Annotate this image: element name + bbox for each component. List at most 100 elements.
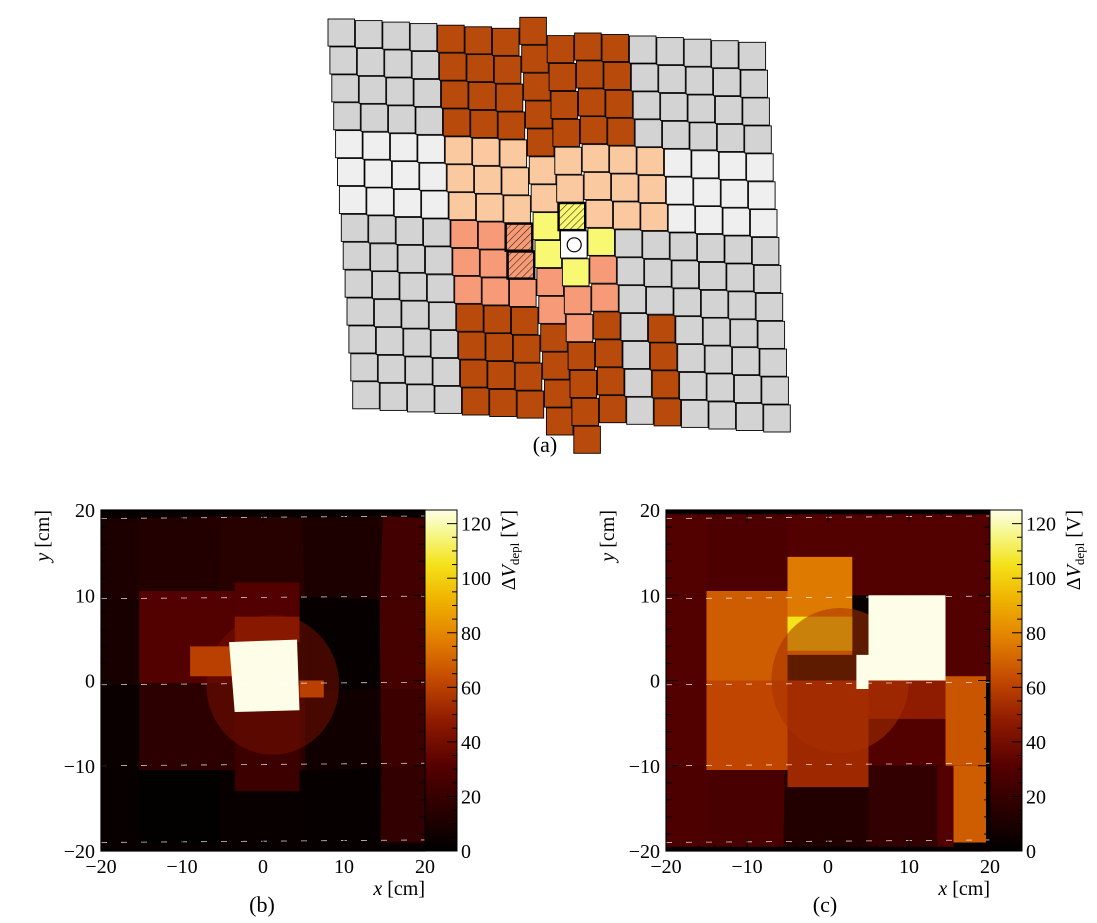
colorbar-tick-label: 40 <box>461 732 481 754</box>
detector-cell-dark <box>540 323 568 352</box>
detector-cell-grey <box>352 381 380 410</box>
detector-cell-grey <box>646 286 674 315</box>
seam-line <box>666 595 990 600</box>
detector-cell-dark <box>601 34 630 63</box>
detector-cell-grey <box>372 271 400 300</box>
detector-cell-salmon <box>589 255 617 284</box>
detector-cell-grey <box>384 49 412 78</box>
detector-cell-peach <box>583 171 612 200</box>
colorbar-tick-label: 60 <box>1026 677 1046 699</box>
detector-cell-salmon <box>454 275 482 304</box>
detector-cell-salmon <box>509 278 537 307</box>
detector-cell-dark <box>603 61 631 90</box>
detector-cell-grey <box>403 328 431 357</box>
detector-cell-grey <box>430 330 459 359</box>
detector-cell-grey <box>399 272 427 301</box>
heatmap-region <box>868 514 946 596</box>
heatmap-region <box>101 684 138 768</box>
y-axis-label: y [cm] <box>32 510 54 564</box>
heatmap-region <box>380 765 425 843</box>
detector-cell-grey <box>669 232 698 261</box>
y-tick-label: −20 <box>64 841 95 863</box>
detector-cell-grey <box>423 218 451 247</box>
detector-cell-dark <box>466 54 494 83</box>
colorbar-label: ΔVdepl [V] <box>498 510 522 590</box>
detector-cell-dark <box>497 111 526 140</box>
detector-cell-dark <box>440 80 469 109</box>
heatmap-region <box>868 765 938 847</box>
x-tick-label: 20 <box>980 856 1000 878</box>
detector-cell-grey <box>700 289 729 318</box>
heatmap-region <box>380 689 425 768</box>
detector-cell-grey <box>726 263 754 292</box>
detector-cell-grey <box>732 347 760 376</box>
detector-cell-grey <box>711 40 739 69</box>
detector-cell-grey <box>730 319 758 348</box>
detector-cell-grey <box>679 371 707 400</box>
colorbar-tick-label: 20 <box>1026 786 1046 808</box>
detector-cell-peach <box>581 144 610 173</box>
heatmap-region <box>301 767 382 844</box>
x-tick-label: −20 <box>650 856 681 878</box>
detector-cell-dark <box>577 88 606 117</box>
detector-cell-dark <box>548 63 577 92</box>
heatmap-region <box>706 514 788 596</box>
detector-cell-dark <box>514 362 543 391</box>
colorbar-tick-label: 0 <box>1026 841 1036 863</box>
detector-cell-grey <box>658 65 686 94</box>
seam-line <box>101 595 425 600</box>
detector-cell-yellow <box>534 240 563 269</box>
detector-cell-dark <box>470 109 498 138</box>
detector-cell-grey <box>759 348 787 377</box>
detector-cell-grey <box>413 78 442 107</box>
detector-cell-dark <box>464 26 493 55</box>
detector-cell-salmon-hatch <box>504 222 534 252</box>
detector-cell-peach <box>554 146 582 175</box>
detector-cell-peach <box>499 139 528 168</box>
caption-a: (a) <box>533 432 557 457</box>
detector-cell-lightgrey <box>720 179 749 208</box>
y-tick-label: −20 <box>629 841 660 863</box>
detector-cell-peach <box>636 147 665 176</box>
detector-cell-salmon <box>591 283 619 312</box>
detector-cell-grey <box>415 106 443 135</box>
colorbar-tick-label: 120 <box>1026 514 1056 536</box>
detector-cell-grey <box>687 94 716 123</box>
detector-cell-yellow <box>587 227 615 256</box>
detector-cell-lightgrey <box>362 131 391 160</box>
detector-cell-grey <box>434 385 462 414</box>
heatmap-region <box>217 516 306 599</box>
heatmap-region <box>706 591 788 681</box>
detector-cell-grey <box>761 376 789 405</box>
detector-cell-lightgrey <box>691 150 719 179</box>
detector-cell-grey <box>616 257 645 286</box>
detector-cell-dark <box>571 397 599 426</box>
colorbar-tick-label: 60 <box>461 677 481 699</box>
colorbar-tick-label: 0 <box>461 841 471 863</box>
heatmap-region <box>379 516 425 600</box>
y-tick-label: 0 <box>85 671 95 693</box>
detector-cell-dark <box>525 100 553 129</box>
detector-cell-dark <box>510 306 539 335</box>
detector-cell-salmon <box>477 221 506 250</box>
heatmap-region <box>937 765 954 847</box>
detector-cell-grey <box>689 122 717 151</box>
detector-cell-dark <box>483 305 512 334</box>
x-tick-label: 0 <box>823 856 833 878</box>
detector-cell-grey <box>329 46 357 75</box>
detector-cell-grey <box>340 213 369 242</box>
detector-cell-grey <box>755 292 784 321</box>
detector-cell-grey <box>753 264 782 293</box>
detector-cell-dark <box>546 35 575 64</box>
detector-cell-dark <box>437 24 465 53</box>
detector-cell-grey <box>757 320 786 349</box>
y-axis-label: y [cm] <box>597 510 619 564</box>
detector-cell-grey <box>660 92 688 121</box>
detector-cell-grey <box>620 313 649 342</box>
detector-cell-dark <box>461 387 490 416</box>
detector-cell-peach <box>475 193 504 222</box>
colorbar-tick-label: 120 <box>461 514 491 536</box>
detector-cell-dark <box>653 398 682 427</box>
detector-cell-grey <box>373 299 402 328</box>
heatmap-region <box>101 599 138 685</box>
